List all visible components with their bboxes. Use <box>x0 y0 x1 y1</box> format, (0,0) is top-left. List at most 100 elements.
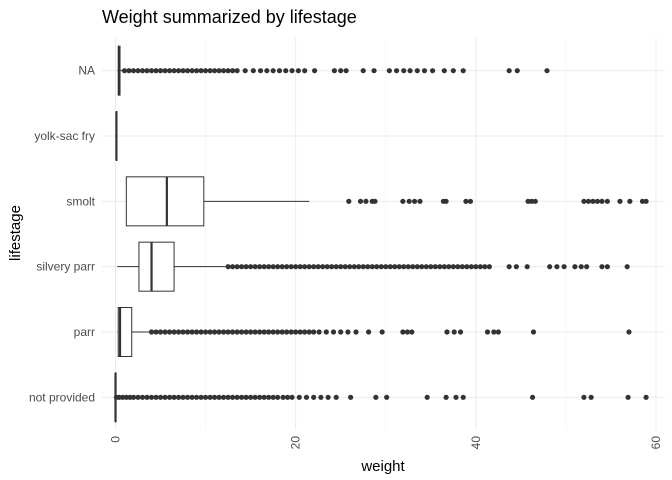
outlier-point <box>369 264 375 270</box>
outlier-point <box>243 264 249 270</box>
outlier-point <box>284 329 290 335</box>
outlier-point <box>234 329 240 335</box>
outlier-point <box>407 68 413 74</box>
outlier-point <box>261 329 267 335</box>
y-tick-label: silvery parr <box>36 260 95 274</box>
outlier-point <box>346 198 352 204</box>
outlier-point <box>467 198 474 204</box>
outlier-point <box>243 329 249 335</box>
outlier-point <box>153 68 159 74</box>
outlier-point <box>463 198 469 204</box>
outlier-point <box>532 198 538 204</box>
outlier-point <box>365 264 371 270</box>
outlier-point <box>529 198 535 204</box>
outlier-point <box>366 329 372 335</box>
outlier-point <box>297 264 303 270</box>
outlier-point <box>230 68 236 74</box>
outlier-point <box>506 264 512 270</box>
outlier-point <box>323 329 329 335</box>
outlier-point <box>444 329 450 335</box>
outlier-point <box>234 264 240 270</box>
outlier-point <box>207 68 213 74</box>
outlier-point <box>157 394 164 400</box>
outlier-point <box>306 329 312 335</box>
outlier-point <box>457 329 464 335</box>
outlier-point <box>207 394 213 400</box>
outlier-point <box>643 394 649 400</box>
outlier-point <box>513 264 519 270</box>
outlier-point <box>127 394 133 400</box>
outlier-point <box>360 264 366 270</box>
outlier-point <box>130 394 137 400</box>
outlier-point <box>386 68 392 74</box>
outlier-point <box>288 264 294 270</box>
outlier-point <box>283 68 289 74</box>
outlier-point <box>289 68 295 74</box>
outlier-point <box>450 264 456 270</box>
outlier-point <box>491 329 497 335</box>
outlier-point <box>234 68 240 74</box>
outlier-point <box>202 68 209 74</box>
outlier-point <box>392 264 398 270</box>
outlier-point <box>180 329 186 335</box>
outlier-point <box>175 329 182 335</box>
outlier-point <box>561 264 567 270</box>
outlier-point <box>293 264 299 270</box>
outlier-point <box>275 329 281 335</box>
outlier-point <box>266 264 272 270</box>
outlier-point <box>464 264 470 270</box>
outlier-point <box>547 264 553 270</box>
outlier-point <box>193 394 200 400</box>
box-iqr <box>125 176 205 227</box>
outlier-point <box>261 264 267 270</box>
outlier-point <box>275 394 281 400</box>
outlier-point <box>343 68 349 74</box>
y-tick-label: yolk-sac fry <box>34 129 95 143</box>
outlier-point <box>578 264 584 270</box>
outlier-point <box>409 329 415 335</box>
outlier-point <box>153 329 159 335</box>
outlier-point <box>189 394 195 400</box>
outlier-point <box>643 198 649 204</box>
outlier-point <box>184 329 191 335</box>
outlier-point <box>588 394 594 400</box>
outlier-point <box>396 264 402 270</box>
outlier-point <box>371 68 377 74</box>
outlier-point <box>279 264 285 270</box>
outlier-point <box>432 264 438 270</box>
outlier-point <box>360 68 366 74</box>
x-tick-label: 60 <box>649 436 663 450</box>
outlier-point <box>477 264 483 270</box>
outlier-point <box>284 264 290 270</box>
outlier-point <box>401 68 407 74</box>
outlier-point <box>257 329 263 335</box>
outlier-point <box>296 394 302 400</box>
outlier-point <box>144 394 150 400</box>
outlier-point <box>221 68 227 74</box>
outlier-point <box>193 329 200 335</box>
outlier-point <box>544 68 550 74</box>
outlier-point <box>423 264 429 270</box>
outlier-point <box>387 264 393 270</box>
outlier-point <box>581 198 587 204</box>
y-tick-label: parr <box>74 325 95 339</box>
outlier-point <box>144 68 150 74</box>
outlier-point <box>393 68 400 74</box>
x-tick-label: 40 <box>469 436 483 450</box>
outlier-point <box>270 68 276 74</box>
outlier-point <box>468 264 474 270</box>
outlier-point <box>338 68 344 74</box>
outlier-point <box>443 394 449 400</box>
outlier-point <box>331 68 338 74</box>
outlier-point <box>400 329 406 335</box>
outlier-point <box>252 329 258 335</box>
outlier-point <box>248 394 254 400</box>
y-tick-label: NA <box>78 64 95 78</box>
outlier-point <box>293 329 299 335</box>
outlier-point <box>135 68 141 74</box>
outlier-point <box>297 329 303 335</box>
outlier-point <box>410 264 416 270</box>
outlier-point <box>599 198 605 204</box>
outlier-point <box>316 329 322 335</box>
